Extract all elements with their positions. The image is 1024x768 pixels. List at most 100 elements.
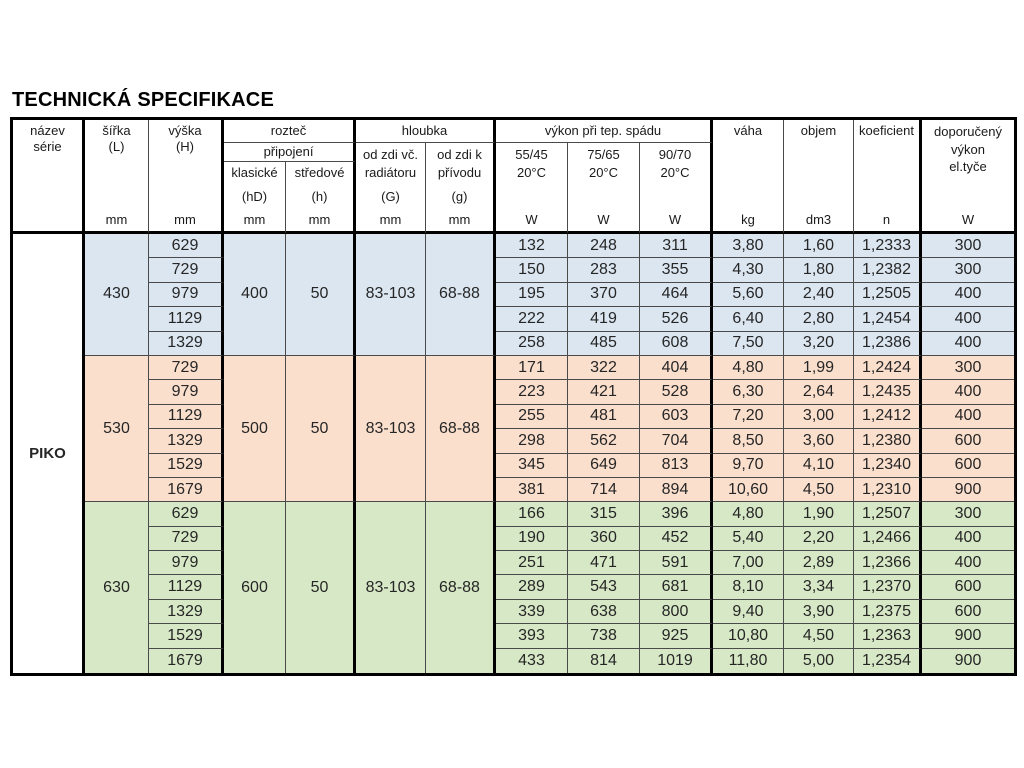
cell-dop: 900 (922, 648, 1014, 674)
cell-objem: 1,90 (784, 502, 854, 527)
header-vykon-7565: 75/65 20°C W (568, 143, 640, 234)
header-vykon-9070-block: 90/70 20°C (659, 146, 692, 181)
header-vykon-7565-unit: W (597, 212, 610, 228)
cell-vyska: 1129 (149, 307, 224, 332)
cell-w7565: 248 (568, 234, 640, 259)
cell-koef: 1,2507 (854, 502, 922, 527)
header-doporuceny-unit: W (961, 212, 975, 228)
header-vykon-7565-temp: 20°C (588, 164, 619, 180)
cell-w5545: 132 (496, 234, 568, 259)
cell-w5545: 433 (496, 648, 568, 674)
header-vykon-9070: 90/70 20°C W (640, 143, 713, 234)
cell-koef: 1,2310 (854, 477, 922, 503)
header-sirka-label: šířka (L) (102, 123, 131, 154)
cell-w7565: 360 (568, 526, 640, 552)
header-od-zdi-radiator: od zdi vč. radiátoru (G) mm (356, 143, 426, 234)
cell-vaha: 4,80 (713, 502, 784, 527)
cell-koef: 1,2375 (854, 599, 922, 625)
header-od-zdi-privod: od zdi k přívodu (g) mm (426, 143, 496, 234)
cell-objem: 2,20 (784, 526, 854, 552)
cell-w7565: 714 (568, 477, 640, 503)
cell-dop: 300 (922, 355, 1014, 381)
cell-vaha: 9,70 (713, 453, 784, 478)
cell-w5545: 393 (496, 624, 568, 649)
header-nazev-serie-label: název série (30, 123, 65, 154)
header-od-zdi-privod-label: od zdi k přívodu (437, 147, 482, 180)
cell-sirka: 430 (85, 234, 149, 356)
cell-vyska: 729 (149, 258, 224, 283)
header-pripojeni-label: připojení (263, 144, 314, 160)
cell-w9070: 396 (640, 502, 713, 527)
cell-w7565: 481 (568, 404, 640, 430)
cell-vaha: 10,60 (713, 477, 784, 503)
cell-koef: 1,2340 (854, 453, 922, 478)
cell-vyska: 979 (149, 380, 224, 405)
cell-objem: 1,99 (784, 355, 854, 381)
cell-vaha: 7,00 (713, 551, 784, 576)
header-klasicke-unit: mm (243, 212, 266, 228)
cell-stredove: 50 (286, 355, 356, 503)
header-vyska: výška (H) mm (149, 120, 224, 234)
header-vaha-label: váha (733, 123, 763, 138)
header-hloubka: hloubka (356, 120, 496, 143)
header-od-zdi-privod-symbol: (g) (451, 188, 468, 204)
header-koeficient-unit: n (882, 212, 891, 228)
cell-koef: 1,2505 (854, 282, 922, 308)
header-vykon-5545-label: 55/45 (515, 147, 548, 162)
cell-koef: 1,2424 (854, 355, 922, 381)
cell-vyska: 1529 (149, 453, 224, 478)
cell-w7565: 471 (568, 551, 640, 576)
cell-od-zdi-privod: 68-88 (426, 502, 496, 674)
cell-w7565: 421 (568, 380, 640, 405)
cell-vaha: 5,40 (713, 526, 784, 552)
cell-koef: 1,2354 (854, 648, 922, 674)
cell-klasicke: 600 (224, 502, 286, 674)
cell-vyska: 979 (149, 282, 224, 308)
header-doporuceny: doporučený výkon el.tyče W (922, 120, 1014, 234)
cell-w7565: 419 (568, 307, 640, 332)
cell-w9070: 591 (640, 551, 713, 576)
cell-w5545: 289 (496, 575, 568, 600)
cell-w5545: 339 (496, 599, 568, 625)
cell-w9070: 528 (640, 380, 713, 405)
cell-koef: 1,2412 (854, 404, 922, 430)
cell-w7565: 370 (568, 282, 640, 308)
cell-vyska: 1329 (149, 599, 224, 625)
cell-w7565: 562 (568, 429, 640, 454)
header-vykon-9070-unit: W (668, 212, 682, 228)
cell-vyska: 1329 (149, 429, 224, 454)
cell-w9070: 925 (640, 624, 713, 649)
cell-koef: 1,2454 (854, 307, 922, 332)
header-hloubka-label: hloubka (401, 123, 448, 139)
cell-koef: 1,2435 (854, 380, 922, 405)
cell-objem: 1,80 (784, 258, 854, 283)
header-stredove-label: středové (294, 165, 345, 180)
header-sirka: šířka (L) mm (85, 120, 149, 234)
cell-objem: 1,60 (784, 234, 854, 259)
header-vaha-unit: kg (741, 212, 755, 228)
cell-vyska: 1529 (149, 624, 224, 649)
cell-vyska: 729 (149, 355, 224, 381)
cell-vaha: 9,40 (713, 599, 784, 625)
cell-koef: 1,2333 (854, 234, 922, 259)
header-vykon-5545-temp: 20°C (516, 164, 547, 180)
cell-objem: 2,80 (784, 307, 854, 332)
cell-vaha: 3,80 (713, 234, 784, 259)
cell-w5545: 223 (496, 380, 568, 405)
cell-w9070: 681 (640, 575, 713, 600)
cell-vaha: 5,60 (713, 282, 784, 308)
header-od-zdi-radiator-unit: mm (379, 212, 402, 228)
cell-koef: 1,2366 (854, 551, 922, 576)
cell-w9070: 800 (640, 599, 713, 625)
cell-koef: 1,2466 (854, 526, 922, 552)
cell-vaha: 7,50 (713, 331, 784, 356)
cell-sirka: 530 (85, 355, 149, 503)
cell-w7565: 649 (568, 453, 640, 478)
cell-w5545: 298 (496, 429, 568, 454)
cell-koef: 1,2386 (854, 331, 922, 356)
cell-dop: 600 (922, 575, 1014, 600)
cell-vaha: 6,40 (713, 307, 784, 332)
cell-dop: 300 (922, 234, 1014, 259)
cell-dop: 300 (922, 502, 1014, 527)
